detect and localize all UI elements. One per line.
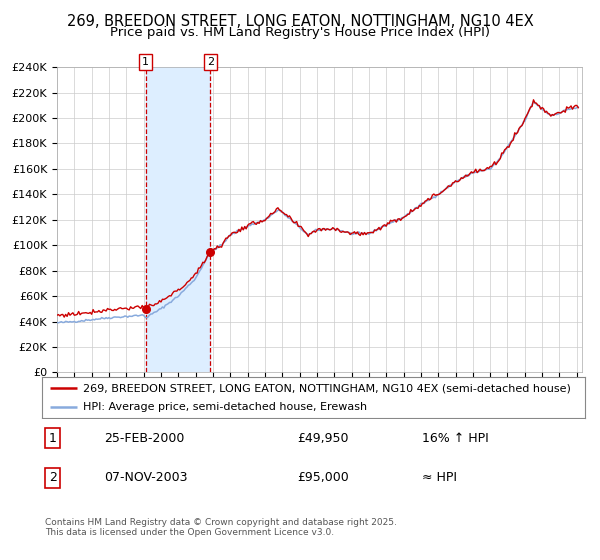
Text: HPI: Average price, semi-detached house, Erewash: HPI: Average price, semi-detached house,…	[83, 402, 367, 412]
Text: 269, BREEDON STREET, LONG EATON, NOTTINGHAM, NG10 4EX (semi-detached house): 269, BREEDON STREET, LONG EATON, NOTTING…	[83, 384, 571, 394]
Text: 2: 2	[49, 471, 57, 484]
Text: 1: 1	[49, 432, 57, 445]
Text: 2: 2	[207, 57, 214, 67]
Text: £95,000: £95,000	[297, 471, 349, 484]
Text: Price paid vs. HM Land Registry's House Price Index (HPI): Price paid vs. HM Land Registry's House …	[110, 26, 490, 39]
Text: ≈ HPI: ≈ HPI	[422, 471, 457, 484]
Text: Contains HM Land Registry data © Crown copyright and database right 2025.
This d: Contains HM Land Registry data © Crown c…	[45, 518, 397, 538]
Text: 16% ↑ HPI: 16% ↑ HPI	[422, 432, 489, 445]
Text: 07-NOV-2003: 07-NOV-2003	[104, 471, 188, 484]
Text: £49,950: £49,950	[297, 432, 349, 445]
Text: 25-FEB-2000: 25-FEB-2000	[104, 432, 185, 445]
Text: 1: 1	[142, 57, 149, 67]
Bar	[146, 67, 211, 372]
Text: 269, BREEDON STREET, LONG EATON, NOTTINGHAM, NG10 4EX: 269, BREEDON STREET, LONG EATON, NOTTING…	[67, 14, 533, 29]
